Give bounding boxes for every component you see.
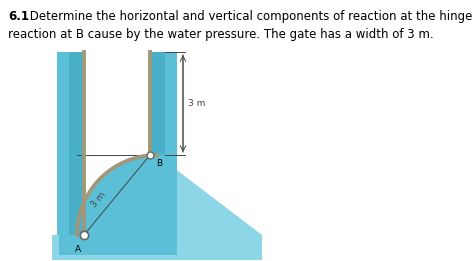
Polygon shape [165, 52, 177, 160]
Text: Determine the horizontal and vertical components of reaction at the hinge A and : Determine the horizontal and vertical co… [26, 10, 474, 23]
Polygon shape [57, 52, 69, 235]
Polygon shape [149, 52, 165, 155]
Text: 3 m: 3 m [188, 99, 205, 108]
Text: B: B [156, 159, 162, 168]
Polygon shape [69, 52, 85, 235]
Text: A: A [75, 245, 81, 254]
Polygon shape [52, 155, 262, 260]
Polygon shape [59, 155, 177, 255]
Polygon shape [59, 52, 69, 255]
Text: 3 m: 3 m [90, 191, 108, 210]
Text: reaction at B cause by the water pressure. The gate has a width of 3 m.: reaction at B cause by the water pressur… [8, 28, 434, 41]
Text: 6.1: 6.1 [8, 10, 29, 23]
